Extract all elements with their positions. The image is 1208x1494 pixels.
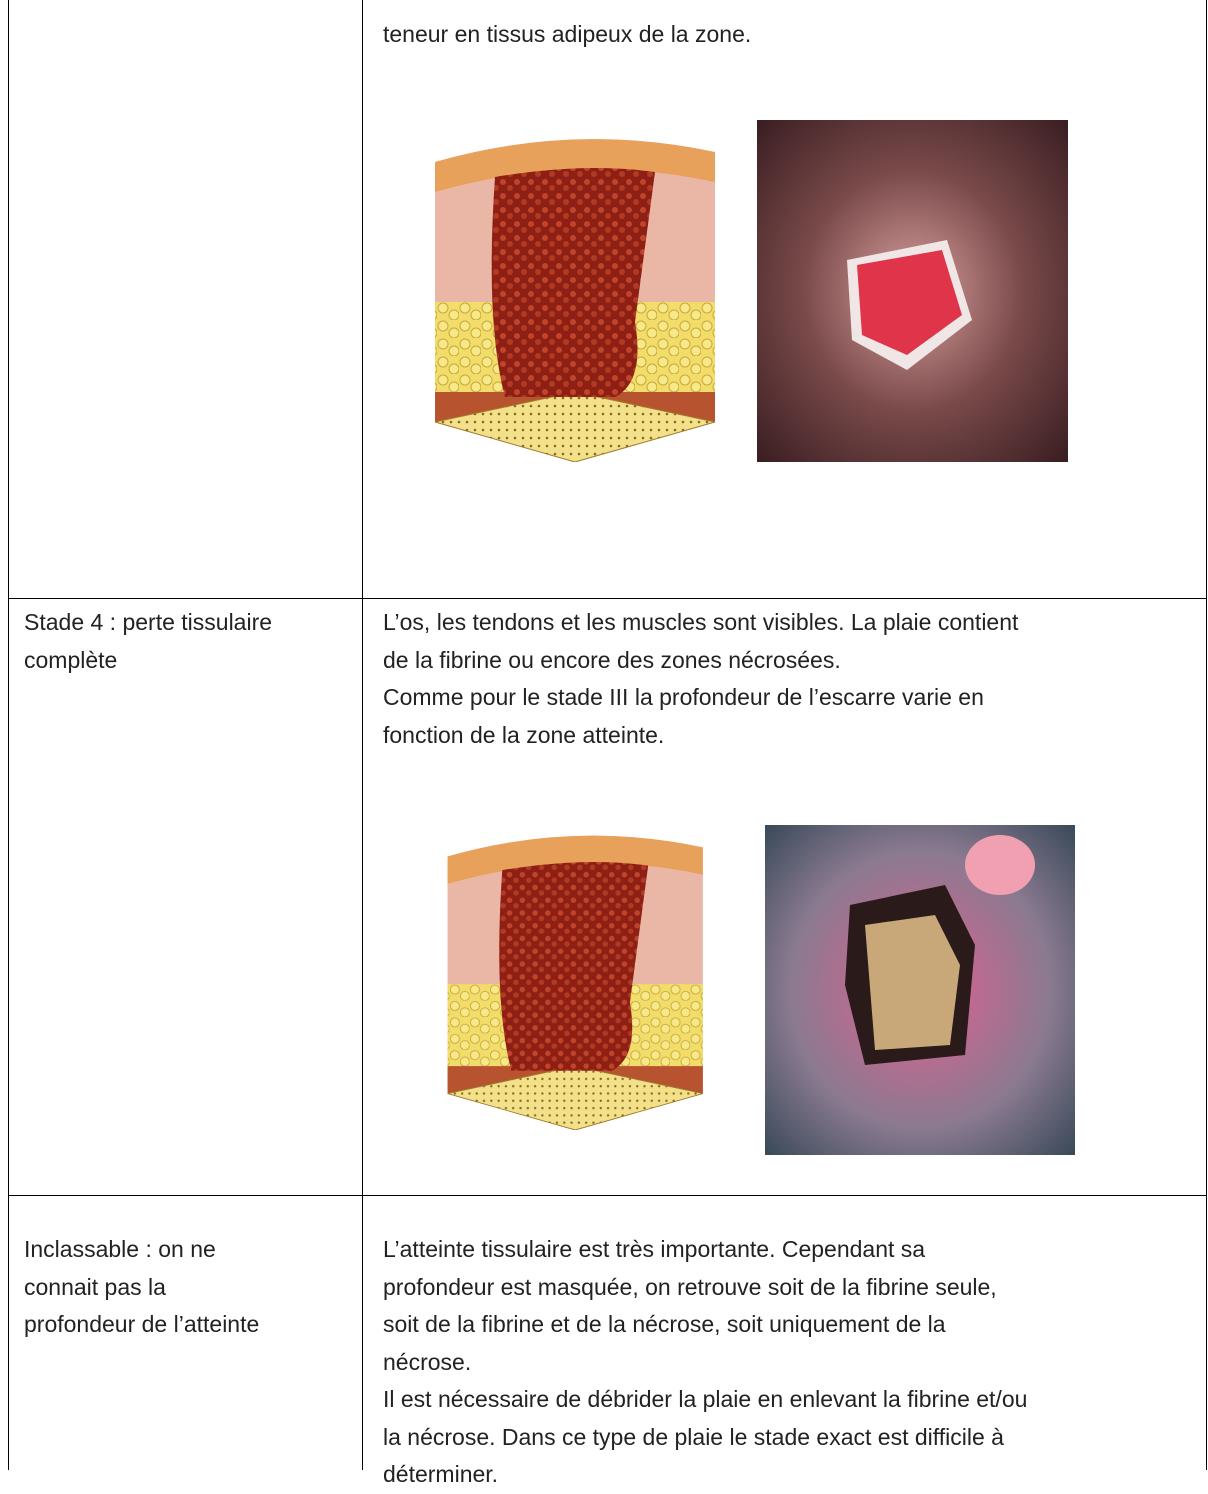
row-divider (8, 1195, 1207, 1196)
text-line: L’atteinte tissulaire est très important… (383, 1236, 926, 1262)
text-line: connait pas la (24, 1273, 166, 1300)
text-line: complète (24, 646, 118, 673)
photo (765, 825, 1075, 1155)
text-line: de la fibrine ou encore des zones nécros… (383, 646, 841, 673)
description-cell: L’os, les tendons et les muscles sont vi… (383, 604, 1018, 754)
photo (757, 120, 1068, 462)
text-line: profondeur est masquée, on retrouve soit… (383, 1273, 997, 1300)
text-line: profondeur de l’atteinte (24, 1311, 260, 1337)
table-border (8, 0, 9, 1470)
text-line: L’os, les tendons et les muscles sont vi… (383, 609, 1019, 635)
description-cell: L’atteinte tissulaire est très important… (383, 1231, 1027, 1494)
column-divider (362, 0, 363, 1470)
text-line: Stade 4 : perte tissulaire (24, 609, 273, 635)
text-line: Comme pour le stade III la profondeur de… (383, 684, 984, 710)
stage-cell: Stade 4 : perte tissulaire complète (24, 604, 272, 679)
text-line: fonction de la zone atteinte. (383, 721, 665, 748)
text-line: soit de la fibrine et de la nécrose, soi… (383, 1311, 946, 1337)
description-cell: teneur en tissus adipeux de la zone. (383, 16, 751, 54)
illustration (415, 122, 740, 462)
illustration (415, 820, 740, 1130)
text-line: déterminer. (383, 1461, 499, 1487)
text-line: Il est nécessaire de débrider la plaie e… (383, 1386, 1028, 1412)
stage-cell: Inclassable : on ne connait pas la profond… (24, 1231, 259, 1344)
text-line: nécrose. (383, 1348, 472, 1375)
text-line: la nécrose. Dans ce type de plaie le sta… (383, 1423, 1004, 1450)
text-line: teneur en tissus adipeux de la zone. (383, 21, 752, 47)
row-divider (8, 598, 1207, 599)
text-line: Inclassable : on ne (24, 1236, 216, 1262)
table-border (1206, 0, 1207, 1470)
